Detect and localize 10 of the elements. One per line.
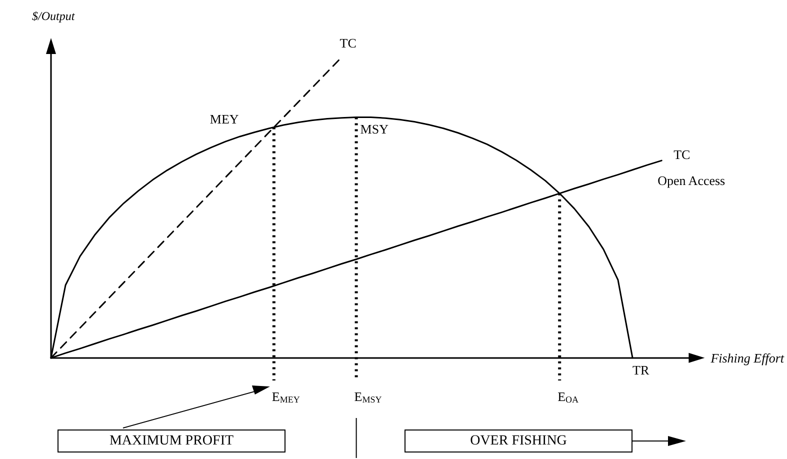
annotation: Open Access <box>658 173 726 188</box>
text: OVER FISHING <box>470 434 567 448</box>
series-label: TR <box>632 362 650 378</box>
series-label: TC <box>340 36 356 51</box>
y-axis-title: $/Output <box>32 9 76 23</box>
text: MAXIMUM PROFIT <box>109 434 234 448</box>
x-axis-title: Fishing Effort <box>710 350 784 366</box>
series-label: TC <box>674 147 690 162</box>
annotation: MSY <box>360 122 390 137</box>
annotation: MEY <box>210 112 240 127</box>
